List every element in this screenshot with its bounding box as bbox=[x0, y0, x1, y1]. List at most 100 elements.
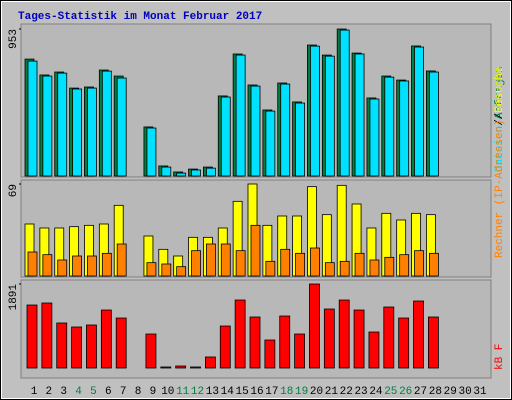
bar bbox=[295, 252, 306, 277]
bar bbox=[369, 259, 380, 277]
y-tick-label: 1891 bbox=[8, 284, 20, 311]
bar bbox=[219, 325, 231, 369]
bar bbox=[87, 255, 97, 277]
x-tick-label: 22 bbox=[340, 386, 353, 398]
bar bbox=[310, 247, 320, 277]
bar bbox=[145, 333, 157, 369]
bar bbox=[190, 366, 201, 369]
bar bbox=[353, 309, 365, 369]
bar bbox=[383, 306, 395, 369]
bar bbox=[146, 262, 157, 277]
bar bbox=[116, 77, 127, 177]
bar bbox=[176, 172, 187, 177]
bar bbox=[294, 333, 306, 369]
x-tick-label: 2 bbox=[46, 386, 53, 398]
x-tick-label: 26 bbox=[399, 386, 412, 398]
bar bbox=[205, 243, 216, 277]
x-tick-label: 20 bbox=[310, 386, 323, 398]
bar bbox=[220, 243, 231, 277]
legend: Rechner (IP-Adressen)/Besuche bbox=[494, 67, 506, 258]
bar bbox=[413, 300, 424, 369]
y-tick-label: 69 bbox=[8, 184, 20, 197]
bar bbox=[57, 259, 68, 277]
bar bbox=[191, 169, 201, 177]
legend: Dateien/Anfragen bbox=[494, 66, 506, 172]
legend-separator: / bbox=[494, 119, 506, 126]
legend-label: Anfragen bbox=[494, 66, 506, 119]
x-tick-label: 28 bbox=[429, 386, 442, 398]
x-tick-label: 5 bbox=[90, 386, 97, 398]
bar bbox=[27, 60, 38, 177]
bar bbox=[204, 356, 216, 369]
bar bbox=[414, 46, 424, 177]
x-tick-label: 14 bbox=[221, 386, 235, 398]
bar bbox=[250, 85, 261, 177]
bar bbox=[280, 248, 291, 277]
x-tick-label: 15 bbox=[236, 386, 249, 398]
bar bbox=[101, 252, 112, 277]
bar bbox=[42, 75, 53, 177]
bar bbox=[71, 326, 82, 369]
legend-separator: / bbox=[494, 113, 506, 120]
bar bbox=[384, 76, 395, 177]
legend-label: Rechner (IP-Adressen) bbox=[494, 119, 506, 258]
bar bbox=[310, 45, 320, 177]
bar bbox=[100, 309, 112, 369]
x-tick-label: 9 bbox=[150, 386, 157, 398]
bar bbox=[220, 96, 231, 177]
bar bbox=[176, 266, 187, 277]
bar bbox=[26, 304, 38, 369]
bar bbox=[339, 29, 350, 177]
bar bbox=[42, 254, 53, 277]
bar bbox=[161, 166, 172, 177]
x-tick-label: 7 bbox=[120, 386, 127, 398]
x-tick-label: 1 bbox=[31, 386, 38, 398]
bar bbox=[280, 83, 291, 177]
bar bbox=[235, 54, 246, 177]
x-tick-label: 11 bbox=[176, 386, 190, 398]
x-tick-label: 30 bbox=[459, 386, 472, 398]
legend: kB F bbox=[494, 344, 506, 370]
bar bbox=[234, 299, 246, 369]
bar bbox=[175, 365, 187, 369]
bar bbox=[339, 260, 350, 277]
bar bbox=[324, 262, 335, 277]
bar bbox=[72, 255, 82, 277]
bar bbox=[264, 339, 276, 369]
bar bbox=[161, 263, 172, 277]
x-tick-label: 8 bbox=[135, 386, 142, 398]
bar bbox=[295, 102, 306, 177]
bar bbox=[41, 302, 53, 369]
legend-label: kB F bbox=[494, 344, 506, 370]
bar bbox=[324, 55, 335, 177]
bar bbox=[146, 127, 157, 177]
bar bbox=[265, 110, 276, 177]
bar bbox=[399, 80, 410, 177]
x-tick-label: 29 bbox=[444, 386, 457, 398]
y-tick-label: 953 bbox=[8, 29, 20, 49]
bar bbox=[115, 317, 127, 369]
bar bbox=[27, 251, 38, 277]
bar bbox=[427, 316, 439, 369]
x-tick-label: 13 bbox=[206, 386, 219, 398]
x-tick-label: 10 bbox=[161, 386, 174, 398]
bar bbox=[250, 224, 261, 277]
legend-label: Dateien bbox=[494, 126, 506, 172]
bar bbox=[309, 283, 320, 369]
x-tick-label: 19 bbox=[295, 386, 308, 398]
bar bbox=[249, 316, 261, 369]
bar bbox=[191, 250, 201, 277]
bar bbox=[72, 88, 82, 177]
bar bbox=[368, 331, 380, 369]
bar bbox=[428, 71, 439, 177]
bar bbox=[265, 260, 276, 277]
bar bbox=[116, 243, 127, 277]
x-tick-label: 17 bbox=[265, 386, 278, 398]
bar bbox=[414, 250, 424, 277]
bar bbox=[323, 308, 335, 369]
bar bbox=[279, 315, 291, 369]
bar bbox=[398, 317, 410, 369]
bar bbox=[56, 322, 68, 369]
